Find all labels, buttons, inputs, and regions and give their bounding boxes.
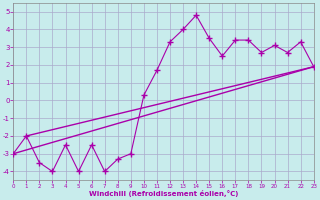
X-axis label: Windchill (Refroidissement éolien,°C): Windchill (Refroidissement éolien,°C): [89, 190, 238, 197]
